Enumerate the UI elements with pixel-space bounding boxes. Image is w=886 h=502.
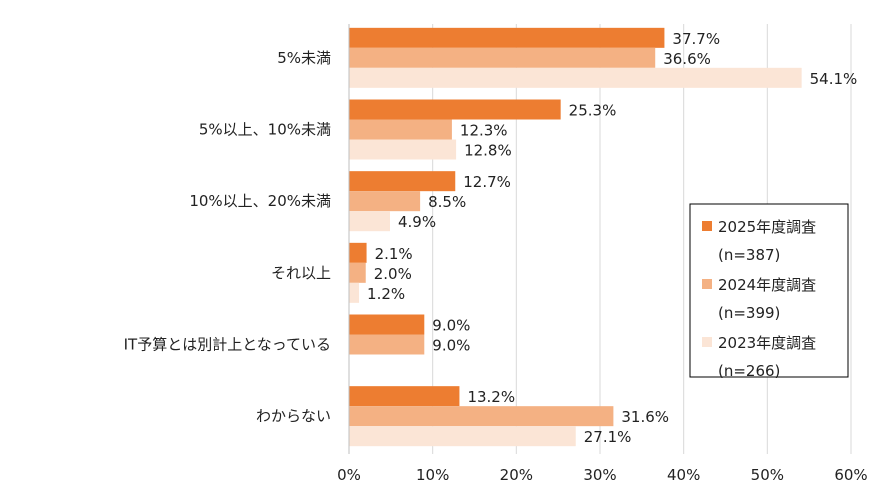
bar [349,171,456,192]
data-label: 27.1% [584,428,632,446]
category-label: 5%未満 [277,49,331,67]
data-label: 4.9% [398,213,436,231]
x-tick-label: 40% [667,466,700,484]
x-tick-label: 50% [751,466,784,484]
data-label: 54.1% [810,70,858,88]
data-label: 2.0% [374,265,412,283]
legend-label: 2025年度調査 [718,218,816,236]
bar [349,334,425,355]
bar [349,426,576,447]
x-tick-label: 60% [834,466,867,484]
legend-label: 2024年度調査 [718,276,816,294]
data-label: 9.0% [432,337,470,355]
legend-sample-size: (n=266) [718,362,780,380]
data-label: 25.3% [569,102,617,120]
bars [349,27,802,447]
category-label: IT予算とは別計上となっている [124,336,331,354]
category-label: 5%以上、10%未満 [199,121,331,139]
axes: 0% 10% 20% 30% 40% 50% 60% 5%未満 5%以上、10%未満 10%以上、… [124,24,868,484]
legend: 2025年度調査 (n=387) 2024年度調査 (n=399) 2023年度調査 (n… [689,203,849,380]
bar [349,99,561,120]
data-label: 8.5% [428,193,466,211]
legend-box [689,203,849,378]
category-label: それ以上 [271,264,331,282]
bar [349,27,665,48]
category-label: わからない [256,407,331,425]
legend-sample-size: (n=387) [718,246,780,264]
bar [349,386,460,407]
data-label: 2.1% [375,245,413,263]
legend-swatch [702,221,712,231]
data-label: 12.3% [460,122,508,140]
data-label: 31.6% [621,408,669,426]
bar [349,211,390,232]
category-label: 10%以上、20%未満 [189,192,331,210]
data-label: 12.8% [464,142,512,160]
bar [349,242,367,263]
legend-swatch [702,337,712,347]
legend-label: 2023年度調査 [718,334,816,352]
x-tick-label: 10% [416,466,449,484]
bar [349,262,366,283]
bar [349,314,425,335]
data-label: 37.7% [672,30,720,48]
legend-sample-size: (n=399) [718,304,780,322]
x-tick-label: 0% [337,466,361,484]
data-label: 9.0% [432,317,470,335]
bar [349,191,421,212]
x-tick-label: 20% [500,466,533,484]
bar [349,282,360,303]
bar [349,406,614,427]
data-label: 13.2% [467,388,515,406]
x-tick-label: 30% [583,466,616,484]
data-labels: 37.7% 36.6% 54.1% 25.3% 12.3% 12.8% 12.7% 8.5% 4… [367,30,857,446]
bar [349,139,457,160]
bar [349,67,802,88]
legend-swatch [702,279,712,289]
data-label: 12.7% [463,173,511,191]
data-label: 36.6% [663,50,711,68]
bar [349,47,656,68]
bar [349,119,452,140]
data-label: 1.2% [367,285,405,303]
